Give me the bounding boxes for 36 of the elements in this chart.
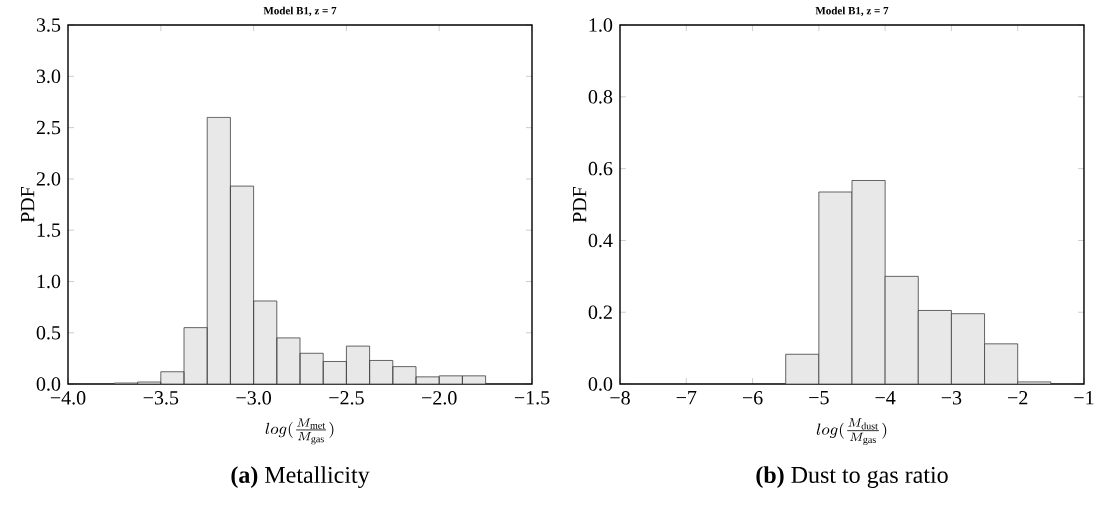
chart-title: Model B1, z = 7 (263, 6, 337, 16)
x-tick-label: −4 (875, 391, 896, 405)
x-tick-label: −2 (1008, 391, 1028, 405)
text: (b) Dust to gas ratio (756, 466, 948, 488)
y-tick-label: 0.6 (588, 161, 613, 176)
y-tick-label: 0.0 (36, 377, 61, 391)
y-tick-label: 2.0 (36, 172, 61, 186)
x-tick-label: −4.0 (50, 391, 86, 405)
x-tick-label: −7 (676, 391, 697, 405)
chart-title: Model B1, z = 7 (815, 6, 889, 16)
y-tick-label: 0.5 (36, 325, 61, 340)
y-tick-label: 1.5 (37, 223, 61, 237)
x-tick-label: −1 (1074, 391, 1094, 405)
y-tick-label: 3.5 (36, 18, 61, 32)
y-tick-label: 1.0 (37, 274, 61, 289)
x-axis-title: $log(\frac{M_\mathrm{met}}{M_\mathrm{gas}})$ (265, 418, 334, 445)
x-tick-label: −5 (809, 391, 829, 405)
y-tick-label: 2.5 (36, 120, 61, 135)
y-tick-label: 1.0 (589, 18, 613, 32)
x-tick-label: −1.5 (514, 391, 550, 405)
y-tick-label: 3.0 (36, 69, 61, 84)
text: (a) Metallicity (231, 466, 370, 488)
x-tick-label: −6 (742, 391, 763, 405)
y-axis-title: PDF (21, 186, 35, 223)
x-tick-label: −8 (610, 391, 630, 405)
y-tick-label: 0.0 (588, 377, 613, 391)
x-tick-label: −2.5 (329, 391, 364, 405)
x-tick-label: −3 (941, 391, 962, 405)
x-tick-label: −3.5 (143, 391, 179, 405)
x-axis-title: $log(\frac{M_\mathrm{dust}}{M_\mathrm{gas}})$ (816, 418, 887, 446)
x-tick-label: −2.0 (422, 391, 457, 405)
y-axis-title: PDF (573, 186, 587, 223)
y-tick-label: 0.4 (588, 233, 613, 248)
y-tick-label: 0.2 (588, 305, 612, 320)
x-tick-label: −3.0 (236, 391, 271, 405)
y-tick-label: 0.8 (588, 90, 613, 104)
